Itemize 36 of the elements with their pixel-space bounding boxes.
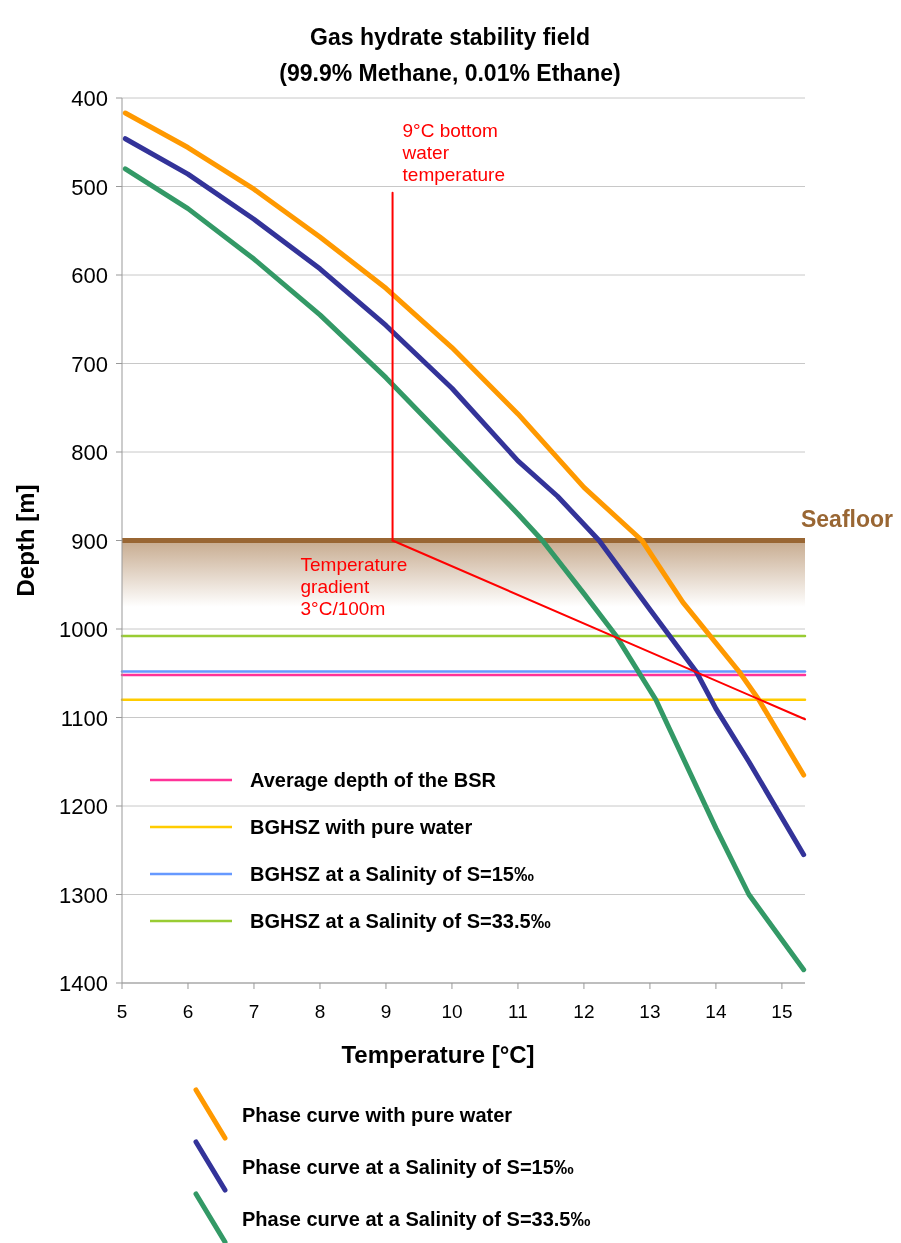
legend-label: BGHSZ at a Salinity of S=15‰ <box>250 863 534 885</box>
y-tick-label: 1200 <box>59 794 108 819</box>
x-tick-label: 15 <box>771 1001 793 1022</box>
x-axis-title: Temperature [°C] <box>341 1041 535 1068</box>
x-tick-label: 8 <box>314 1001 326 1022</box>
x-tick-label: 7 <box>248 1001 260 1022</box>
chart-title: Gas hydrate stability field <box>310 24 590 50</box>
x-tick-label: 5 <box>116 1001 128 1022</box>
annotation: Temperature gradient 3°C/100m <box>300 553 408 619</box>
x-tick-label: 6 <box>182 1001 194 1022</box>
x-tick-label: 12 <box>573 1001 595 1022</box>
legend-label: BGHSZ with pure water <box>250 816 473 838</box>
x-tick-label: 11 <box>508 1001 528 1022</box>
y-tick-label: 1300 <box>59 882 108 908</box>
y-tick-label: 1100 <box>60 705 108 731</box>
y-tick-label: 1000 <box>59 617 108 642</box>
y-tick-label: 800 <box>71 440 108 465</box>
x-tick-label: 9 <box>380 1001 392 1022</box>
y-axis-title: Depth [m] <box>12 484 39 597</box>
x-tick-label: 13 <box>639 1001 661 1022</box>
legend-label: BGHSZ at a Salinity of S=33.5‰ <box>250 910 551 932</box>
band-label: Seafloor <box>800 505 894 532</box>
y-tick-label: 700 <box>71 351 108 377</box>
annotation: 9°C bottom water temperature <box>401 119 506 185</box>
y-tick-label: 400 <box>71 86 108 111</box>
y-tick-label: 600 <box>71 263 108 288</box>
legend-label: Average depth of the BSR <box>250 769 497 791</box>
x-tick-label: 10 <box>441 1001 463 1022</box>
legend-label: Phase curve at a Salinity of S=33.5‰ <box>242 1208 591 1230</box>
legend-label: Phase curve with pure water <box>242 1104 513 1126</box>
x-tick-label: 14 <box>705 1001 727 1022</box>
chart-subtitle: (99.9% Methane, 0.01% Ethane) <box>279 60 621 86</box>
y-tick-label: 1400 <box>59 971 108 996</box>
y-tick-label: 900 <box>71 528 108 554</box>
legend-label: Phase curve at a Salinity of S=15‰ <box>242 1156 574 1178</box>
y-tick-label: 500 <box>71 174 108 200</box>
